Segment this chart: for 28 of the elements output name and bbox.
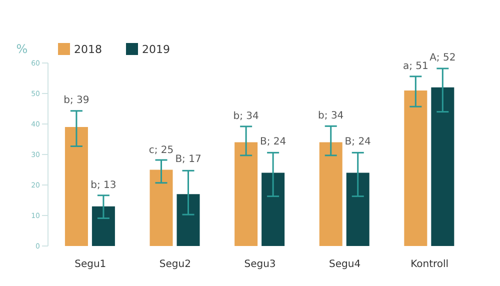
bar — [319, 142, 342, 246]
bar — [234, 142, 258, 246]
data-label: b; 39 — [64, 95, 90, 106]
bar — [346, 172, 370, 246]
data-label: B; 24 — [344, 136, 371, 148]
data-label: A; 52 — [430, 52, 456, 64]
bar — [92, 206, 115, 246]
legend-label: 2018 — [74, 43, 102, 56]
data-label: c; 25 — [148, 144, 174, 156]
x-tick-label: Segu1 — [74, 259, 106, 270]
bar — [431, 87, 454, 246]
bar — [262, 172, 285, 246]
data-label: b; 34 — [233, 110, 259, 122]
data-label: B; 17 — [175, 154, 202, 166]
data-label: B; 24 — [260, 136, 286, 148]
data-label: b; 13 — [90, 180, 116, 192]
legend-label: 2019 — [142, 43, 170, 56]
x-tick-label: Segu2 — [159, 259, 191, 270]
bar — [64, 127, 88, 246]
bar — [150, 170, 173, 246]
data-label: a; 51 — [402, 60, 428, 72]
x-tick-label: Segu3 — [244, 259, 276, 270]
data-label: b; 34 — [318, 110, 344, 122]
x-tick-label: Segu4 — [329, 259, 361, 270]
y-axis-title: % — [16, 42, 28, 56]
bar — [176, 194, 200, 246]
bar — [404, 90, 428, 246]
x-tick-label: Kontroll — [410, 259, 449, 270]
